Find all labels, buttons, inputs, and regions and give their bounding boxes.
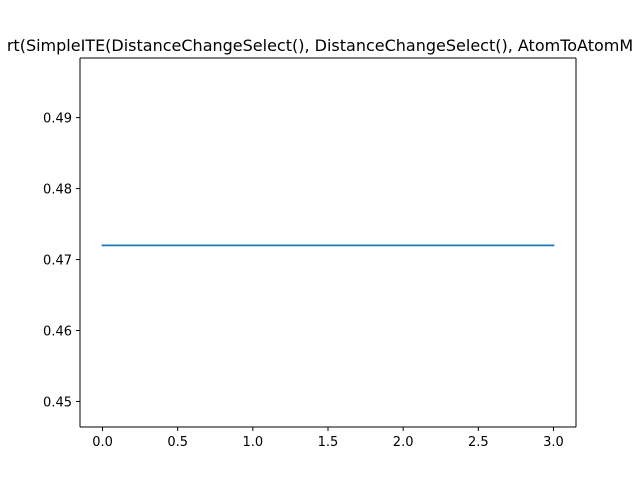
plot-area — [80, 58, 576, 427]
y-tick-label: 0.47 — [43, 254, 72, 269]
x-tick-label: 0.5 — [167, 435, 188, 450]
x-tick-label: 2.0 — [393, 435, 414, 450]
y-tick-label: 0.46 — [43, 324, 72, 339]
y-tick-label: 0.49 — [43, 112, 72, 127]
x-tick-label: 2.5 — [468, 435, 489, 450]
x-tick-label: 1.0 — [243, 435, 264, 450]
chart-title: rt(SimpleITE(DistanceChangeSelect(), Dis… — [7, 36, 633, 55]
plot-background — [80, 58, 576, 427]
x-tick-label: 3.0 — [543, 435, 564, 450]
x-tick-label: 0.0 — [92, 435, 113, 450]
x-tick-label: 1.5 — [318, 435, 339, 450]
y-tick-label: 0.45 — [43, 395, 72, 410]
y-tick-label: 0.48 — [43, 183, 72, 198]
axes: 0.0 0.5 1.0 1.5 2.0 2.5 3.0 0.45 0.46 0.47 0.48 0.4… — [43, 57, 577, 450]
